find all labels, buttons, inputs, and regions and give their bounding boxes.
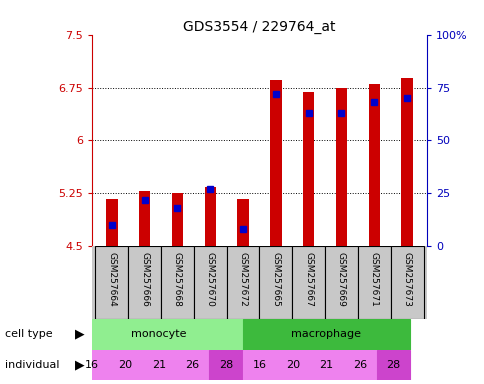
- Text: 21: 21: [151, 360, 166, 370]
- Bar: [171, 194, 183, 247]
- Text: 20: 20: [285, 360, 300, 370]
- Text: monocyte: monocyte: [131, 329, 186, 339]
- Bar: [324, 247, 357, 319]
- Text: 20: 20: [118, 360, 133, 370]
- Bar: [237, 199, 248, 247]
- Bar: [242, 349, 275, 380]
- Bar: [175, 349, 209, 380]
- Text: individual: individual: [5, 360, 59, 370]
- Text: 16: 16: [252, 360, 266, 370]
- Bar: [376, 349, 409, 380]
- Text: GSM257669: GSM257669: [336, 252, 345, 307]
- Bar: [276, 349, 309, 380]
- Text: 16: 16: [85, 360, 99, 370]
- Text: GSM257667: GSM257667: [303, 252, 313, 307]
- Text: GSM257665: GSM257665: [271, 252, 280, 307]
- Text: macrophage: macrophage: [291, 329, 361, 339]
- Bar: [128, 247, 161, 319]
- Bar: [335, 88, 347, 247]
- Bar: [401, 78, 412, 247]
- Bar: [368, 84, 379, 247]
- Bar: [302, 92, 314, 247]
- Text: GSM257668: GSM257668: [173, 252, 182, 307]
- Text: GSM257664: GSM257664: [107, 252, 116, 307]
- Text: ▶: ▶: [75, 358, 85, 371]
- Bar: [194, 247, 226, 319]
- Bar: [292, 247, 324, 319]
- Bar: [357, 247, 390, 319]
- Bar: [226, 247, 259, 319]
- Bar: [161, 247, 194, 319]
- Text: 28: 28: [385, 360, 400, 370]
- Text: 26: 26: [352, 360, 366, 370]
- Text: cell type: cell type: [5, 329, 52, 339]
- Text: 28: 28: [218, 360, 233, 370]
- Bar: [209, 349, 242, 380]
- Bar: [390, 247, 423, 319]
- Bar: [142, 349, 175, 380]
- Title: GDS3554 / 229764_at: GDS3554 / 229764_at: [183, 20, 335, 33]
- Text: GSM257671: GSM257671: [369, 252, 378, 307]
- Bar: [242, 319, 409, 349]
- Bar: [204, 187, 215, 247]
- Bar: [343, 349, 376, 380]
- Bar: [95, 247, 128, 319]
- Bar: [270, 81, 281, 247]
- Text: 21: 21: [318, 360, 333, 370]
- Bar: [75, 349, 108, 380]
- Text: 26: 26: [185, 360, 199, 370]
- Bar: [108, 349, 142, 380]
- Text: GSM257673: GSM257673: [402, 252, 411, 307]
- Bar: [259, 247, 292, 319]
- Bar: [106, 199, 117, 247]
- Bar: [138, 191, 150, 247]
- Text: GSM257672: GSM257672: [238, 252, 247, 307]
- Bar: [75, 319, 242, 349]
- Bar: [309, 349, 342, 380]
- Text: GSM257666: GSM257666: [140, 252, 149, 307]
- Text: GSM257670: GSM257670: [205, 252, 214, 307]
- Text: ▶: ▶: [75, 328, 85, 341]
